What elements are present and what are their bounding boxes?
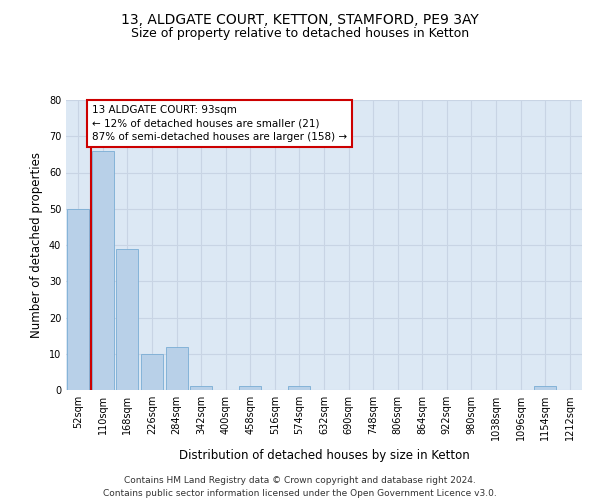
Y-axis label: Number of detached properties: Number of detached properties: [30, 152, 43, 338]
X-axis label: Distribution of detached houses by size in Ketton: Distribution of detached houses by size …: [179, 448, 469, 462]
Bar: [141, 354, 163, 390]
Bar: [67, 209, 89, 390]
Text: 13 ALDGATE COURT: 93sqm
← 12% of detached houses are smaller (21)
87% of semi-de: 13 ALDGATE COURT: 93sqm ← 12% of detache…: [92, 106, 347, 142]
Bar: [190, 386, 212, 390]
Bar: [116, 248, 139, 390]
Bar: [534, 386, 556, 390]
Bar: [289, 386, 310, 390]
Bar: [239, 386, 262, 390]
Bar: [92, 151, 114, 390]
Bar: [166, 346, 188, 390]
Text: 13, ALDGATE COURT, KETTON, STAMFORD, PE9 3AY: 13, ALDGATE COURT, KETTON, STAMFORD, PE9…: [121, 12, 479, 26]
Text: Contains HM Land Registry data © Crown copyright and database right 2024.
Contai: Contains HM Land Registry data © Crown c…: [103, 476, 497, 498]
Text: Size of property relative to detached houses in Ketton: Size of property relative to detached ho…: [131, 28, 469, 40]
